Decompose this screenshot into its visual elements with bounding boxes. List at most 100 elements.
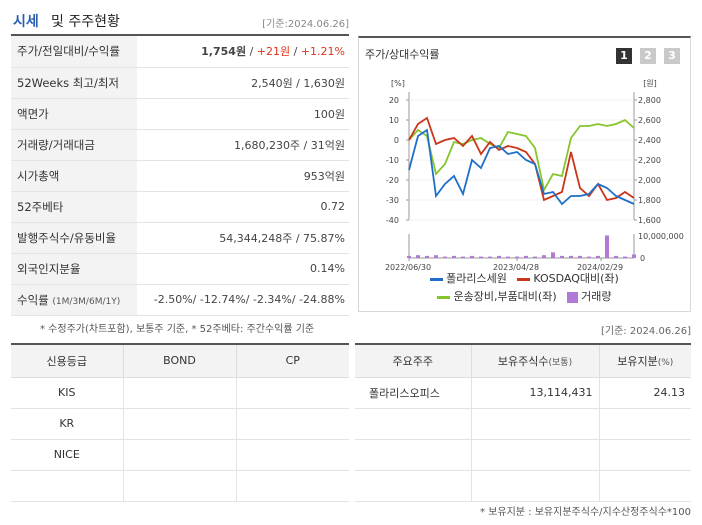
table-row bbox=[355, 470, 691, 502]
row-label: 52주베타 bbox=[11, 191, 137, 223]
chart-tab-3[interactable]: 3 bbox=[664, 48, 680, 64]
table-row: 액면가 100원 bbox=[11, 98, 349, 130]
table-cell bbox=[471, 439, 600, 471]
table-row bbox=[355, 408, 691, 440]
volume-bar bbox=[632, 254, 636, 258]
table-cell bbox=[355, 408, 472, 440]
table-row: NICE bbox=[11, 439, 349, 471]
legend-label: 폴라리스세원 bbox=[446, 272, 507, 285]
left-tick-label: 0 bbox=[394, 136, 399, 145]
header-subtext: (보통) bbox=[548, 357, 573, 368]
table-row: 52주베타 0.72 bbox=[11, 191, 349, 223]
table-row: 52Weeks 최고/최저 2,540원 / 1,630원 bbox=[11, 67, 349, 99]
volume-bar bbox=[488, 256, 492, 258]
chart-tab-2[interactable]: 2 bbox=[640, 48, 656, 64]
table-cell bbox=[471, 408, 600, 440]
price-rate: +1.21% bbox=[300, 45, 345, 59]
volume-bar bbox=[542, 255, 546, 258]
header-subtext: (%) bbox=[657, 357, 674, 368]
volume-bar bbox=[416, 255, 420, 258]
chart-title: 주가/상대수익률 bbox=[365, 48, 440, 61]
volume-tick-label: 0 bbox=[640, 254, 645, 263]
volume-bar bbox=[587, 256, 591, 258]
series-line-3 bbox=[408, 118, 635, 193]
right-tick-label: 2,200 bbox=[638, 156, 661, 165]
row-label: 외국인지분율 bbox=[11, 253, 137, 285]
volume-bar bbox=[533, 256, 537, 258]
volume-bar bbox=[560, 255, 564, 258]
volume-bar bbox=[425, 255, 429, 258]
volume-bar bbox=[569, 255, 573, 258]
table-cell bbox=[236, 470, 349, 502]
row-value: 953억원 bbox=[137, 160, 349, 192]
volume-bar bbox=[407, 255, 411, 258]
volume-tick-label: 10,000,000 bbox=[638, 232, 684, 241]
left-tick-label: -10 bbox=[386, 156, 399, 165]
table-row bbox=[355, 439, 691, 471]
volume-bar bbox=[479, 256, 483, 258]
header-divider bbox=[11, 34, 349, 36]
volume-bar bbox=[596, 255, 600, 258]
header-text: 보유주식수 bbox=[497, 354, 549, 368]
holder-base-date: [기준: 2024.06.26] bbox=[600, 326, 691, 337]
ownership-pct: 24.13 bbox=[599, 377, 691, 409]
return-period-label: (1M/3M/6M/1Y) bbox=[52, 296, 121, 307]
row-value: 0.72 bbox=[137, 191, 349, 223]
row-label: 수익률 (1M/3M/6M/1Y) bbox=[11, 284, 137, 316]
left-tick-label: -20 bbox=[386, 176, 399, 185]
table-row: 시가총액 953억원 bbox=[11, 160, 349, 192]
table-cell bbox=[471, 470, 600, 502]
table-row: 발행주식수/유동비율 54,344,248주 / 75.87% bbox=[11, 222, 349, 254]
volume-bar bbox=[578, 255, 582, 258]
volume-bar bbox=[524, 255, 528, 258]
volume-bar bbox=[623, 256, 627, 258]
table-row: 폴라리스오피스 13,114,431 24.13 bbox=[355, 377, 691, 409]
table-header-row: 신용등급 BOND CP bbox=[11, 343, 349, 378]
table-cell bbox=[599, 470, 691, 502]
row-value: 1,680,230주 / 31억원 bbox=[137, 129, 349, 161]
legend-item-s2: KOSDAQ대비(좌) bbox=[517, 272, 619, 285]
table-cell bbox=[123, 408, 237, 440]
legend-label: 거래량 bbox=[581, 290, 612, 303]
legend-label: 운송장비,부품대비(좌) bbox=[453, 290, 557, 303]
volume-bar bbox=[506, 256, 510, 258]
separator: / bbox=[290, 45, 301, 59]
table-cell bbox=[355, 470, 472, 502]
return-label: 수익률 bbox=[17, 292, 49, 307]
volume-bar bbox=[515, 256, 519, 258]
volume-bar bbox=[605, 235, 609, 258]
table-row: KIS bbox=[11, 377, 349, 409]
right-tick-label: 2,000 bbox=[638, 176, 661, 185]
table-header-row: 주요주주 보유주식수(보통) 보유지분(%) bbox=[355, 343, 691, 378]
header-text: 보유지분 bbox=[617, 354, 658, 368]
series-line-1 bbox=[408, 128, 635, 206]
chart-tab-1[interactable]: 1 bbox=[616, 48, 632, 64]
chart-legend-row1: 폴라리스세원 KOSDAQ대비(좌) bbox=[359, 270, 690, 286]
table-cell bbox=[11, 470, 124, 502]
section-subtitle: 및 주주현황 bbox=[51, 14, 120, 30]
separator: / bbox=[246, 45, 257, 59]
return-values: -2.50%/ -12.74%/ -2.34%/ -24.88% bbox=[137, 284, 349, 316]
left-tick-label: -40 bbox=[386, 216, 399, 225]
table-row: 주가/전일대비/수익률 1,754원 / +21원 / +1.21% bbox=[11, 36, 349, 68]
left-tick-label: -30 bbox=[386, 196, 399, 205]
legend-item-s4: 거래량 bbox=[567, 290, 612, 303]
table-cell bbox=[355, 439, 472, 471]
quote-footnote: * 수정주가(차트포함), 보통주 기준, * 52주베타: 주간수익률 기준 bbox=[40, 324, 315, 335]
volume-bar bbox=[614, 255, 618, 258]
column-header: 신용등급 bbox=[11, 343, 124, 378]
legend-item-s3: 운송장비,부품대비(좌) bbox=[437, 290, 557, 303]
quote-table: 주가/전일대비/수익률 1,754원 / +21원 / +1.21% 52Wee… bbox=[11, 36, 349, 316]
price-value: 1,754원 / +21원 / +1.21% bbox=[137, 36, 349, 68]
legend-swatch bbox=[430, 277, 444, 281]
row-label: 액면가 bbox=[11, 98, 137, 130]
volume-bar bbox=[434, 255, 438, 258]
table-cell bbox=[599, 408, 691, 440]
row-value: 2,540원 / 1,630원 bbox=[137, 67, 349, 99]
table-row: KR bbox=[11, 408, 349, 440]
volume-bar bbox=[461, 256, 465, 258]
row-label: 주가/전일대비/수익률 bbox=[11, 36, 137, 68]
legend-item-s1: 폴라리스세원 bbox=[430, 272, 507, 285]
